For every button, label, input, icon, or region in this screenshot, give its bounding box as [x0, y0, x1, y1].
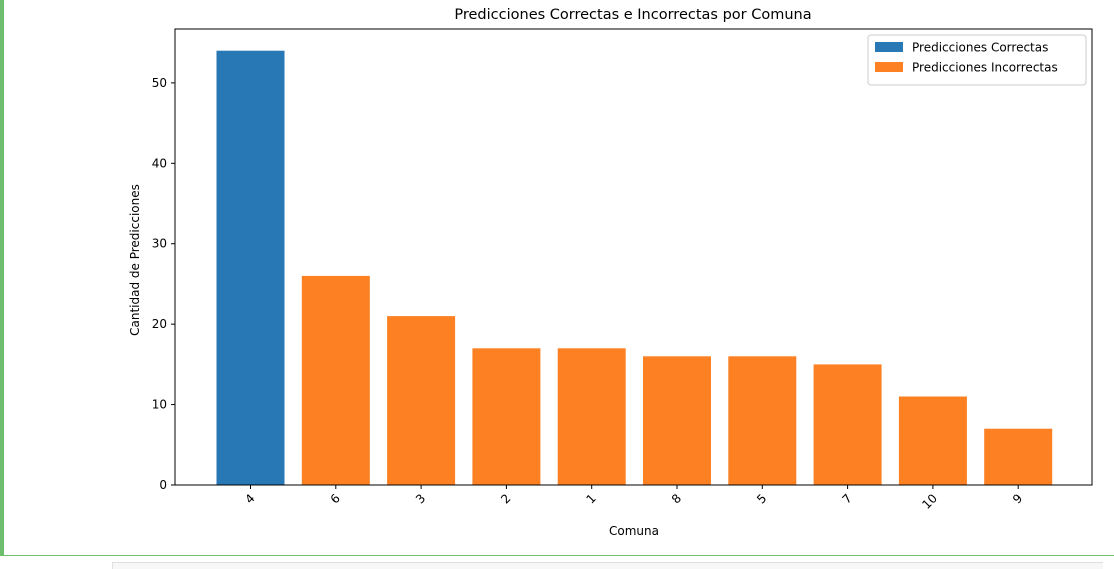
bar-9: [984, 428, 1053, 485]
x-tick-label-1: 1: [584, 491, 599, 506]
legend-label: Predicciones Incorrectas: [912, 61, 1058, 75]
bar-5: [728, 356, 797, 485]
bar-6: [301, 275, 370, 485]
bar-1: [557, 348, 626, 485]
bars-group: [216, 50, 1053, 485]
plot-frame: [174, 28, 1093, 486]
chart-title: Predicciones Correctas e Incorrectas por…: [454, 7, 811, 23]
bar-3: [387, 316, 456, 485]
x-tick-label-2: 2: [498, 491, 513, 506]
legend-swatch: [875, 62, 903, 72]
y-tick-label: 20: [152, 317, 167, 331]
y-axis-label: Cantidad de Predicciones: [128, 184, 142, 336]
y-axis: 0 10 20 30 40 50: [152, 76, 175, 492]
x-tick-label-6: 6: [328, 491, 343, 506]
x-tick-label-10: 10: [919, 491, 940, 512]
x-axis-label: Comuna: [609, 524, 659, 538]
y-tick-label: 10: [152, 398, 167, 412]
legend: Predicciones Correctas Predicciones Incor…: [867, 34, 1087, 86]
x-tick-label-5: 5: [754, 491, 769, 506]
x-tick-label-4: 4: [242, 491, 257, 506]
y-tick-label: 50: [152, 76, 167, 90]
legend-label: Predicciones Correctas: [912, 41, 1048, 55]
x-axis: 4 6 3 2 1 8 5 7 10 9: [242, 485, 1025, 512]
x-tick-label-7: 7: [839, 491, 854, 506]
bar-10: [898, 396, 967, 485]
y-tick-label: 40: [152, 156, 167, 170]
y-tick-label: 0: [159, 478, 167, 492]
bar-8: [643, 356, 711, 485]
x-tick-label-9: 9: [1010, 491, 1025, 506]
x-tick-label-8: 8: [669, 491, 684, 506]
bar-2: [472, 348, 541, 485]
bar-4: [216, 50, 285, 485]
legend-box: [867, 34, 1087, 86]
x-tick-label-3: 3: [413, 491, 428, 506]
y-tick-label: 30: [152, 237, 167, 251]
legend-swatch: [875, 42, 903, 52]
bar-7: [813, 364, 882, 485]
